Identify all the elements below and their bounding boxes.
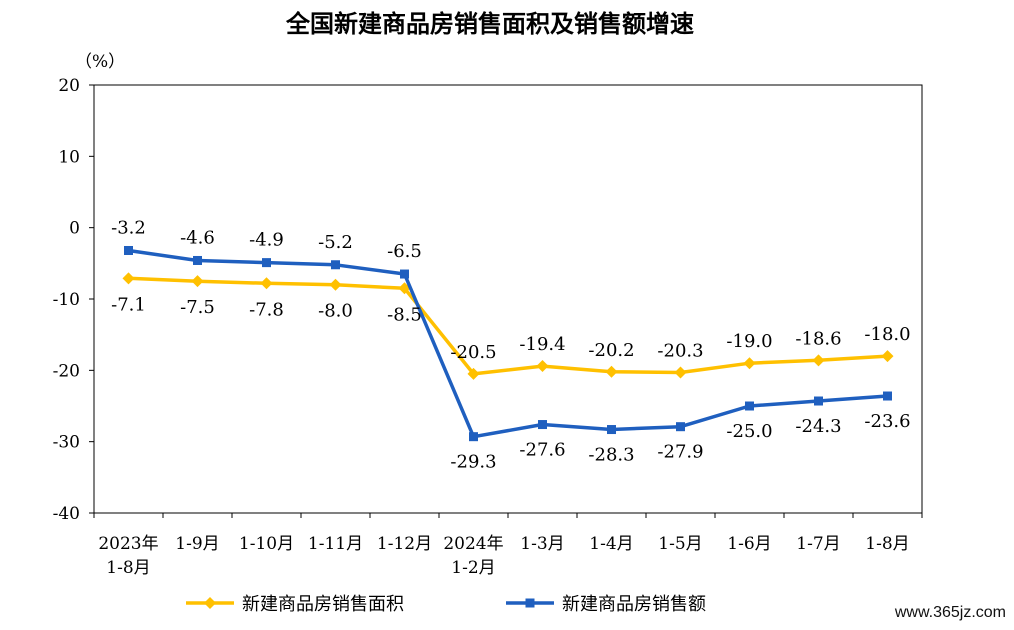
data-label: -27.6 — [519, 440, 565, 461]
x-tick-label: 1-8月 — [865, 534, 909, 554]
data-label: -20.5 — [450, 342, 496, 363]
data-point-diamond — [191, 275, 204, 288]
data-label: -7.1 — [111, 294, 146, 315]
data-point-square — [262, 258, 271, 268]
data-point-square — [331, 260, 340, 270]
data-label: -23.6 — [864, 411, 910, 432]
x-tick-label: 1-9月 — [175, 534, 219, 554]
y-tick-label: 0 — [69, 219, 80, 239]
data-point-square — [607, 425, 616, 435]
data-point-diamond — [329, 278, 342, 291]
data-point-diamond — [674, 366, 687, 379]
legend-label: 新建商品房销售额 — [562, 594, 706, 615]
chart-title: 全国新建商品房销售面积及销售额增速 — [285, 10, 694, 38]
data-point-square — [883, 391, 892, 401]
legend-marker-square — [525, 598, 535, 608]
y-tick-label: -20 — [53, 361, 80, 381]
data-point-square — [676, 422, 685, 432]
x-tick-label: 1-5月 — [658, 534, 702, 554]
data-label: -19.4 — [519, 334, 565, 355]
data-label: -24.3 — [795, 416, 841, 437]
y-tick-label: 10 — [58, 147, 80, 167]
x-tick-label: 1-4月 — [589, 534, 633, 554]
data-point-square — [745, 401, 754, 411]
data-label: -20.3 — [657, 340, 703, 361]
data-point-diamond — [743, 357, 756, 370]
data-label: -18.6 — [795, 328, 841, 349]
data-point-square — [124, 245, 133, 255]
y-tick-label: 20 — [58, 76, 80, 96]
x-tick-label: 1-2月 — [451, 558, 495, 578]
data-point-diamond — [467, 367, 480, 380]
series-line — [128, 276, 888, 376]
y-tick-label: -10 — [53, 290, 80, 310]
data-label: -28.3 — [588, 445, 634, 466]
x-tick-label: 1-7月 — [796, 534, 840, 554]
data-point-square — [469, 432, 478, 442]
data-point-diamond — [812, 354, 825, 367]
data-label: -25.0 — [726, 421, 772, 442]
data-label: -8.5 — [387, 304, 422, 325]
data-point-square — [193, 255, 202, 265]
data-point-square — [400, 269, 409, 279]
x-tick-label: 2023年 — [98, 534, 158, 554]
y-tick-label: -40 — [53, 504, 80, 524]
data-point-diamond — [605, 365, 618, 378]
data-point-diamond — [881, 350, 894, 363]
x-tick-label: 1-6月 — [727, 534, 771, 554]
data-label: -20.2 — [588, 340, 634, 361]
data-point-square — [538, 420, 547, 430]
plot-area — [93, 84, 923, 514]
data-point-diamond — [260, 277, 273, 290]
series-line — [128, 248, 888, 439]
watermark-text: www.365jz.com — [894, 604, 1006, 621]
y-unit-label: （%） — [75, 52, 125, 72]
legend-marker-diamond — [204, 597, 216, 609]
data-label: -3.2 — [111, 217, 146, 238]
data-label: -18.0 — [864, 324, 910, 345]
data-label: -27.9 — [657, 442, 703, 463]
x-tick-label: 1-3月 — [520, 534, 564, 554]
data-label: -8.0 — [318, 301, 353, 322]
data-label: -5.2 — [318, 232, 353, 253]
x-tick-label: 1-8月 — [106, 558, 150, 578]
data-label: -7.8 — [249, 299, 284, 320]
data-point-diamond — [122, 272, 135, 285]
data-label: -4.9 — [249, 230, 284, 251]
data-label: -4.6 — [180, 227, 215, 248]
y-tick-label: -30 — [53, 433, 80, 453]
data-label: -19.0 — [726, 331, 772, 352]
data-point-diamond — [536, 360, 549, 373]
x-tick-label: 1-12月 — [377, 534, 432, 554]
data-point-square — [814, 396, 823, 406]
data-label: -29.3 — [450, 452, 496, 473]
legend-label: 新建商品房销售面积 — [242, 594, 404, 615]
x-tick-label: 2024年 — [443, 534, 503, 554]
data-label: -6.5 — [387, 241, 422, 262]
data-label: -7.5 — [180, 297, 215, 318]
x-tick-label: 1-11月 — [308, 534, 363, 554]
x-tick-label: 1-10月 — [239, 534, 294, 554]
